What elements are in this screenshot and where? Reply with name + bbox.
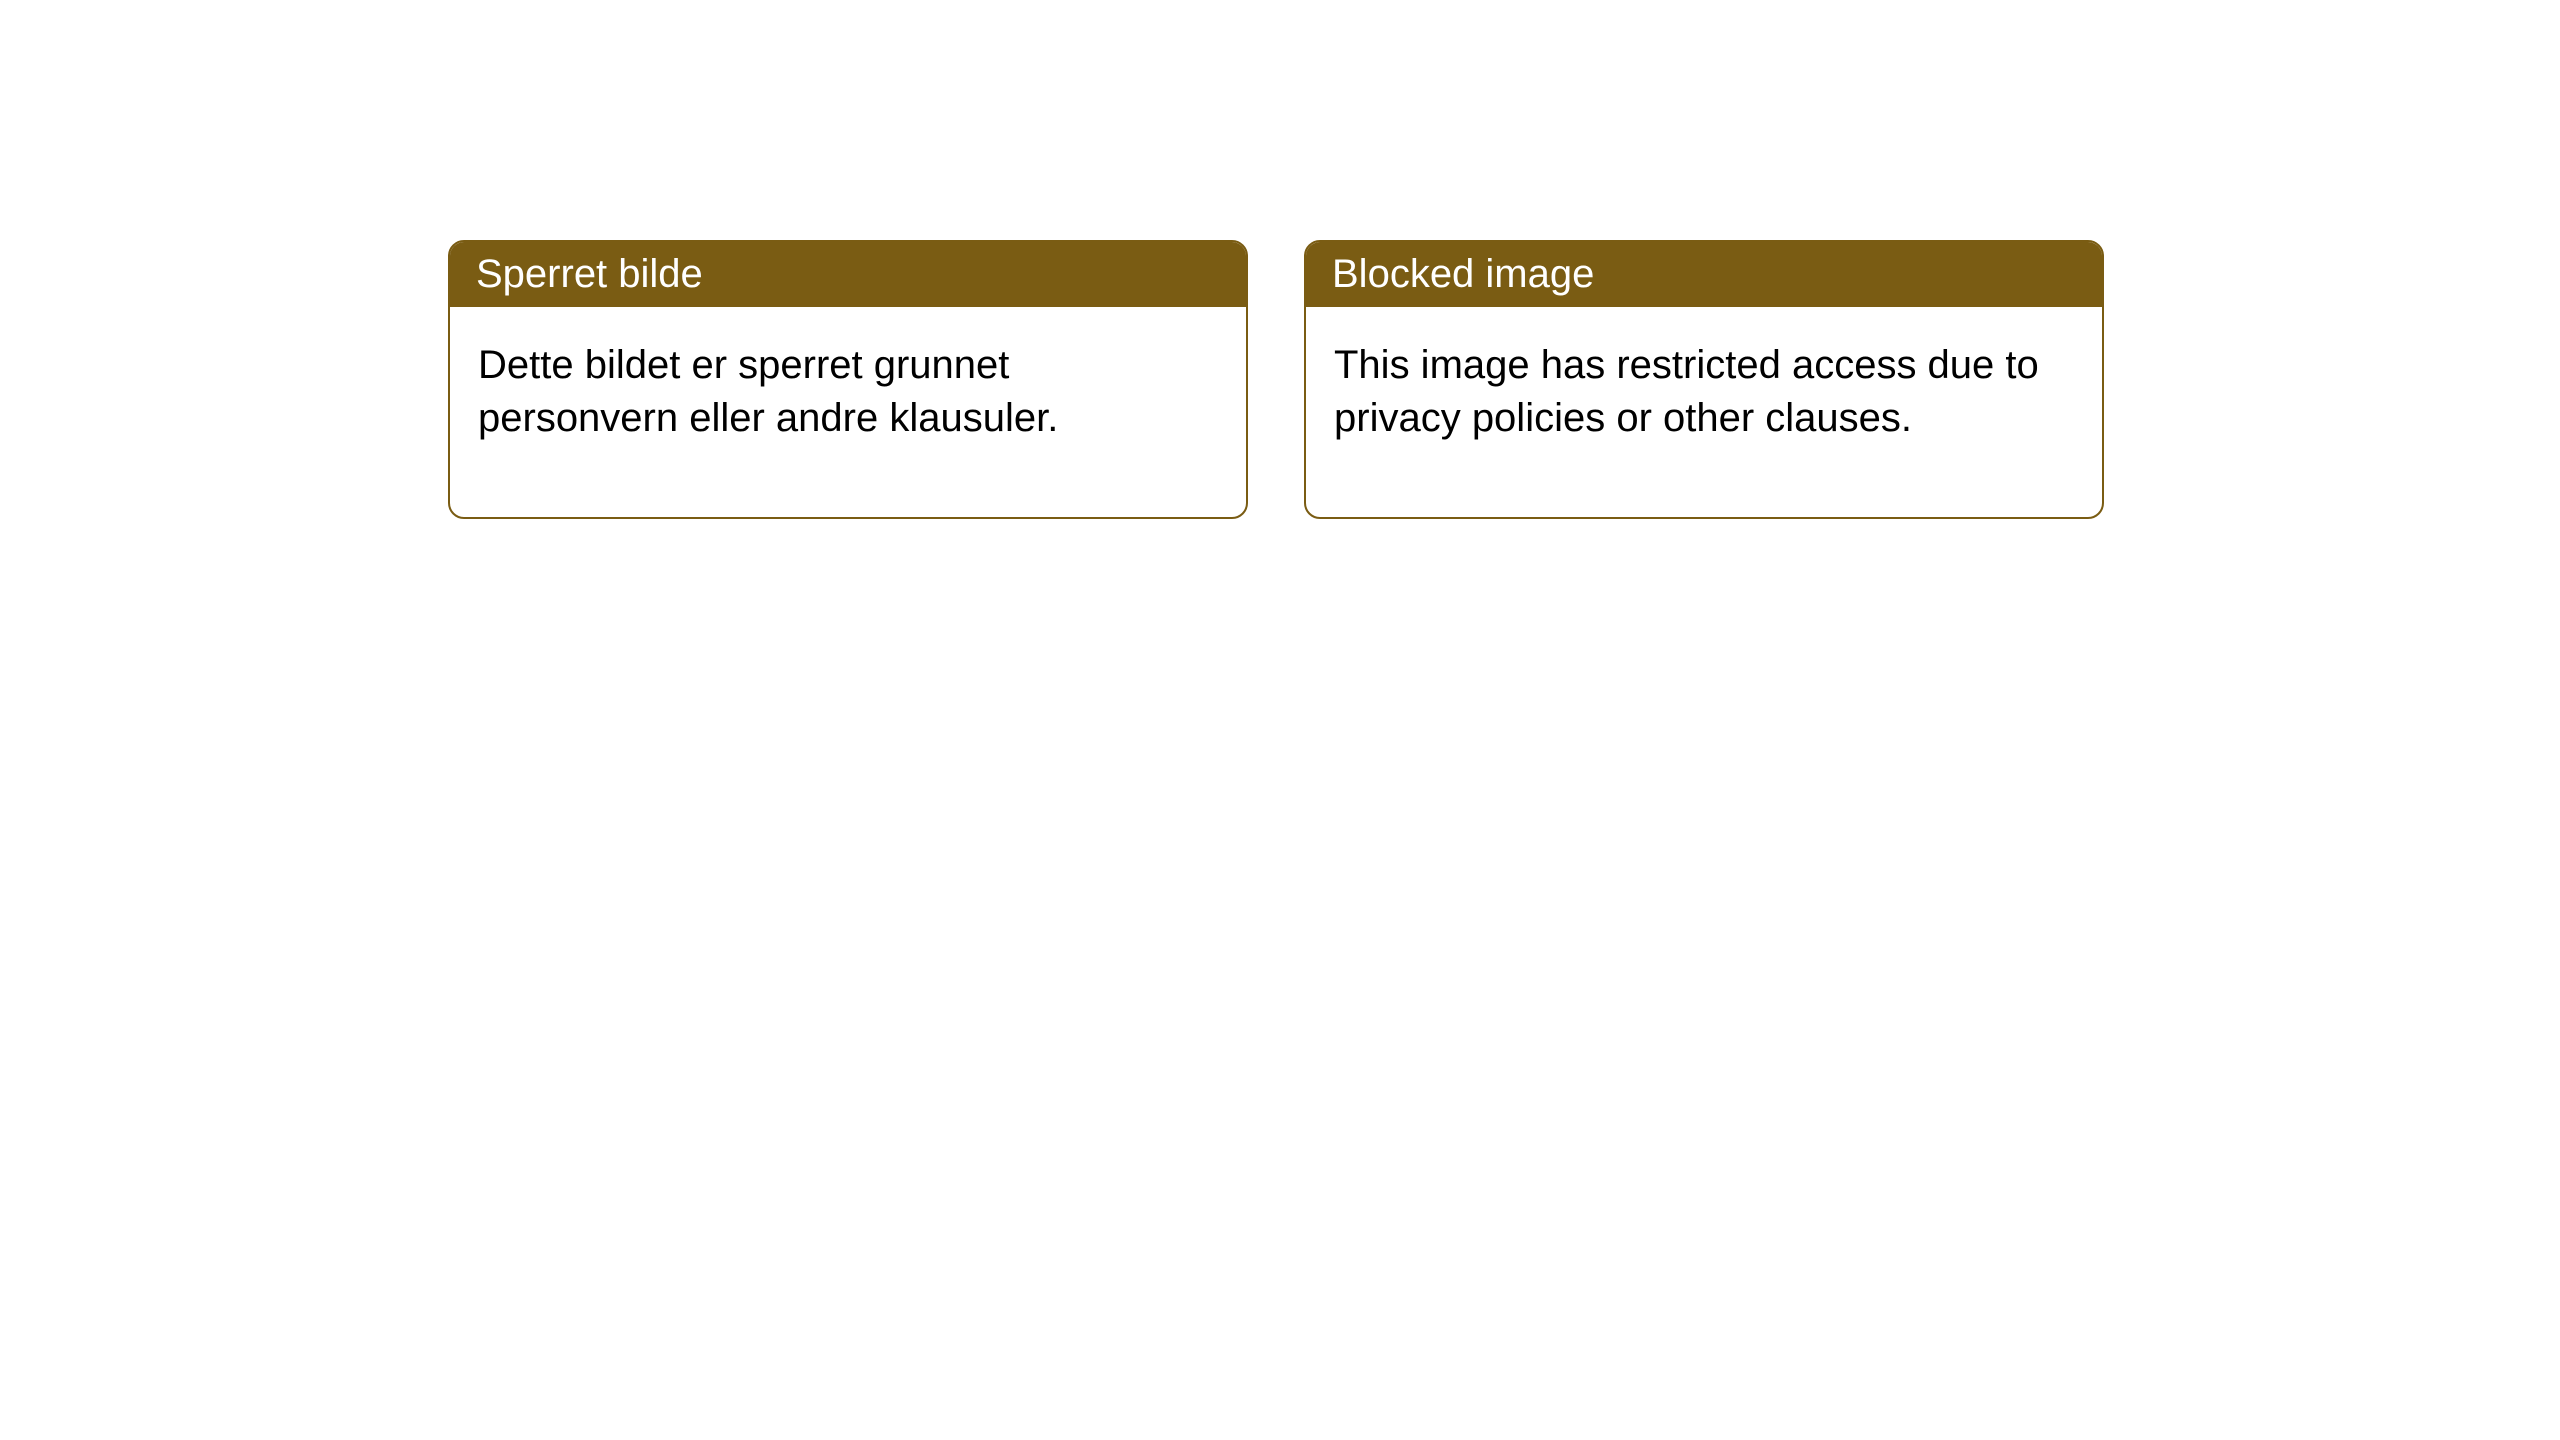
notice-header-norwegian: Sperret bilde [450,242,1246,307]
notice-title-english: Blocked image [1332,252,1594,296]
notice-card-norwegian: Sperret bilde Dette bildet er sperret gr… [448,240,1248,519]
notice-container: Sperret bilde Dette bildet er sperret gr… [448,240,2104,519]
notice-body-text-english: This image has restricted access due to … [1334,343,2039,440]
notice-card-english: Blocked image This image has restricted … [1304,240,2104,519]
notice-body-english: This image has restricted access due to … [1306,307,2102,517]
notice-header-english: Blocked image [1306,242,2102,307]
notice-body-text-norwegian: Dette bildet er sperret grunnet personve… [478,343,1058,440]
notice-title-norwegian: Sperret bilde [476,252,703,296]
notice-body-norwegian: Dette bildet er sperret grunnet personve… [450,307,1246,517]
